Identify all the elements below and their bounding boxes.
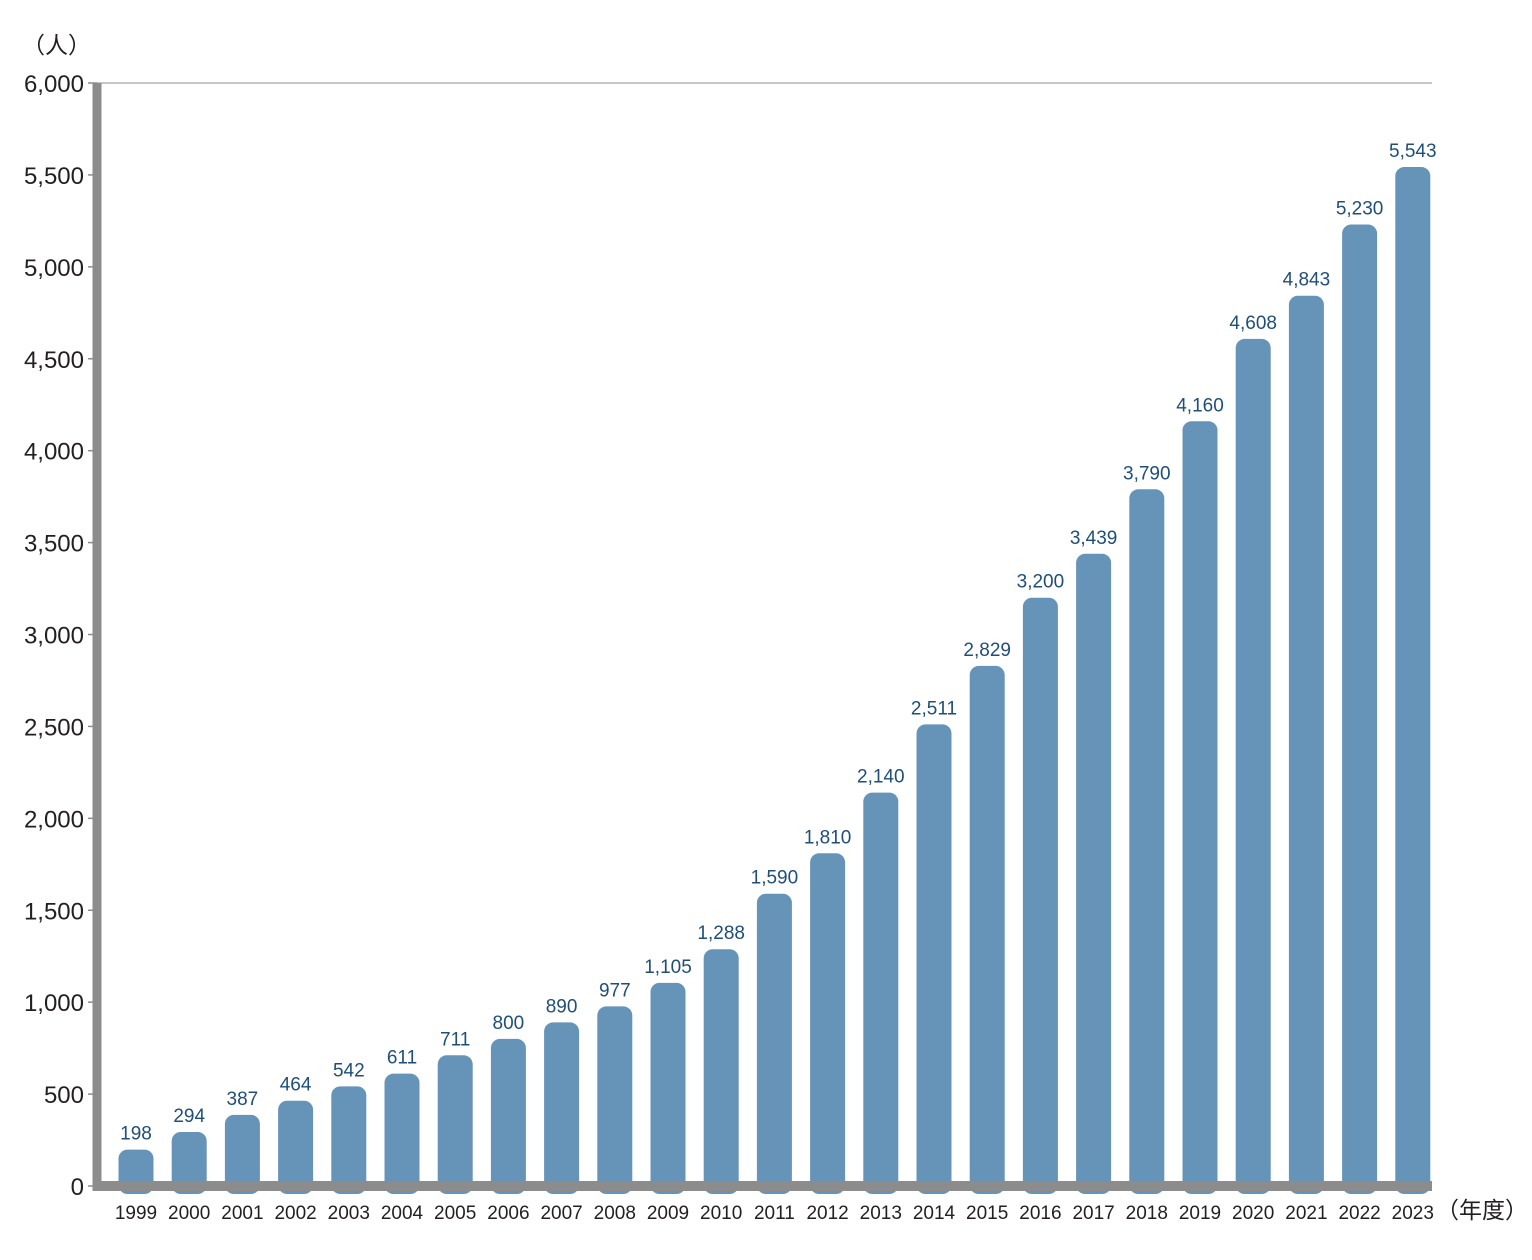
bar-2013 bbox=[863, 792, 899, 1194]
y-axis-unit-label: （人） bbox=[22, 33, 91, 59]
bar-2005 bbox=[437, 1055, 473, 1194]
x-tick-label-2016: 2016 bbox=[1019, 1203, 1061, 1224]
bar-2011 bbox=[756, 893, 792, 1194]
y-tick-label-6: 3,000 bbox=[24, 623, 84, 650]
data-label-2011: 1,590 bbox=[751, 868, 799, 889]
data-label-2014: 2,511 bbox=[911, 698, 957, 719]
bar-2020 bbox=[1235, 338, 1271, 1194]
y-tick-label-3: 1,500 bbox=[24, 898, 84, 925]
x-tick-label-2012: 2012 bbox=[806, 1203, 848, 1224]
y-tick-label-5: 2,500 bbox=[24, 714, 84, 741]
x-tick-label-2017: 2017 bbox=[1072, 1203, 1114, 1224]
bar-2022 bbox=[1342, 224, 1378, 1195]
bar-2019 bbox=[1182, 421, 1218, 1195]
bar-2001 bbox=[224, 1114, 260, 1194]
x-tick-label-2022: 2022 bbox=[1338, 1203, 1380, 1224]
y-tick-label-8: 4,000 bbox=[24, 439, 84, 466]
bar-2008 bbox=[597, 1006, 633, 1194]
data-label-2001: 387 bbox=[227, 1089, 259, 1110]
x-tick-label-2020: 2020 bbox=[1232, 1203, 1274, 1224]
x-tick-label-2005: 2005 bbox=[434, 1203, 476, 1224]
x-tick-label-2000: 2000 bbox=[168, 1203, 210, 1224]
data-label-2003: 542 bbox=[333, 1060, 365, 1081]
data-label-1999: 198 bbox=[120, 1124, 152, 1145]
x-tick-label-2007: 2007 bbox=[540, 1203, 582, 1224]
y-tick-label-12: 6,000 bbox=[24, 71, 84, 98]
x-axis-tick-labels: 1999 2000 2001 2002 2003 2004 2005 2006 2007 2008… bbox=[115, 1203, 1434, 1224]
bar-2018 bbox=[1129, 489, 1165, 1194]
x-tick-label-2004: 2004 bbox=[381, 1203, 424, 1224]
x-tick-label-2006: 2006 bbox=[487, 1203, 529, 1224]
data-label-2004: 611 bbox=[387, 1048, 417, 1069]
bar-2023 bbox=[1395, 167, 1431, 1194]
y-tick-label-7: 3,500 bbox=[24, 531, 84, 558]
data-label-2020: 4,608 bbox=[1229, 313, 1277, 334]
bar-2002 bbox=[278, 1100, 314, 1194]
x-tick-label-2011: 2011 bbox=[754, 1203, 795, 1224]
y-tick-label-10: 5,000 bbox=[24, 255, 84, 282]
x-tick-label-2013: 2013 bbox=[860, 1203, 902, 1224]
y-tick-label-9: 4,500 bbox=[24, 347, 84, 374]
data-label-2006: 800 bbox=[493, 1013, 525, 1034]
data-label-2023: 5,543 bbox=[1389, 141, 1437, 162]
data-label-2007: 890 bbox=[546, 996, 578, 1017]
data-label-2016: 3,200 bbox=[1017, 572, 1065, 593]
x-tick-label-2023: 2023 bbox=[1392, 1203, 1434, 1224]
data-label-2015: 2,829 bbox=[963, 640, 1011, 661]
y-axis-tick-labels: 0 500 1,000 1,500 2,000 2,500 3,000 3,500 4,000 4… bbox=[24, 71, 84, 1201]
data-label-2013: 2,140 bbox=[857, 767, 905, 788]
bar-2009 bbox=[650, 982, 686, 1194]
y-tick-label-1: 500 bbox=[44, 1082, 84, 1109]
bar-2003 bbox=[331, 1086, 367, 1194]
bar-2004 bbox=[384, 1073, 420, 1194]
bar-2007 bbox=[544, 1022, 580, 1194]
bar-2000 bbox=[171, 1131, 207, 1194]
bar-2017 bbox=[1076, 553, 1112, 1194]
data-label-2019: 4,160 bbox=[1176, 395, 1224, 416]
data-labels: 198 294 387 464 542 611 711 800 890 977 1,1051,288… bbox=[120, 141, 1436, 1145]
data-label-2018: 3,790 bbox=[1123, 463, 1171, 484]
data-label-2012: 1,810 bbox=[804, 827, 852, 848]
x-tick-label-2021: 2021 bbox=[1285, 1203, 1327, 1224]
data-label-2010: 1,288 bbox=[697, 923, 745, 944]
x-tick-label-2019: 2019 bbox=[1179, 1203, 1221, 1224]
x-tick-label-2010: 2010 bbox=[700, 1203, 742, 1224]
bar-2010 bbox=[703, 949, 739, 1194]
data-label-2008: 977 bbox=[599, 980, 631, 1001]
y-tick-label-0: 0 bbox=[71, 1174, 84, 1201]
bar-2015 bbox=[969, 665, 1005, 1194]
data-label-2002: 464 bbox=[280, 1075, 312, 1096]
data-label-2000: 294 bbox=[173, 1106, 205, 1127]
data-label-2021: 4,843 bbox=[1283, 270, 1331, 291]
data-label-2022: 5,230 bbox=[1336, 199, 1384, 220]
data-label-2017: 3,439 bbox=[1070, 528, 1118, 549]
x-tick-label-2015: 2015 bbox=[966, 1203, 1008, 1224]
x-tick-label-2008: 2008 bbox=[594, 1203, 636, 1224]
bar-2021 bbox=[1288, 295, 1324, 1194]
x-tick-label-2001: 2001 bbox=[221, 1203, 263, 1224]
x-tick-label-2002: 2002 bbox=[274, 1203, 316, 1224]
x-axis-unit-label: （年度） bbox=[1436, 1198, 1528, 1224]
y-tick-label-2: 1,000 bbox=[24, 990, 84, 1017]
y-tick-label-4: 2,000 bbox=[24, 806, 84, 833]
x-tick-label-2009: 2009 bbox=[647, 1203, 689, 1224]
bars bbox=[118, 167, 1431, 1195]
y-tick-label-11: 5,500 bbox=[24, 163, 84, 190]
data-label-2009: 1,105 bbox=[644, 957, 692, 978]
x-tick-label-2003: 2003 bbox=[328, 1203, 370, 1224]
x-tick-label-1999: 1999 bbox=[115, 1203, 157, 1224]
bar-2006 bbox=[490, 1038, 526, 1194]
bar-2016 bbox=[1022, 597, 1058, 1194]
bar-2012 bbox=[810, 853, 846, 1194]
x-tick-label-2014: 2014 bbox=[913, 1203, 956, 1224]
bar-2014 bbox=[916, 724, 952, 1194]
x-tick-label-2018: 2018 bbox=[1126, 1203, 1168, 1224]
data-label-2005: 711 bbox=[440, 1029, 470, 1050]
